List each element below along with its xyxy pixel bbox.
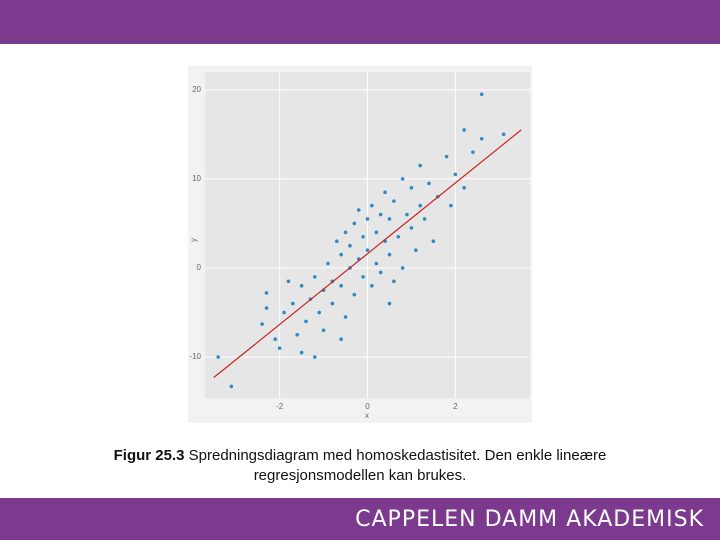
point bbox=[387, 217, 392, 221]
x-axis-label: x bbox=[365, 411, 369, 420]
point bbox=[449, 203, 453, 208]
point bbox=[348, 243, 352, 248]
point bbox=[339, 283, 343, 288]
y-axis-label: y bbox=[189, 238, 198, 242]
point bbox=[462, 128, 466, 132]
point bbox=[330, 301, 335, 306]
point bbox=[282, 310, 286, 315]
point bbox=[260, 322, 264, 326]
point bbox=[418, 203, 423, 208]
point bbox=[471, 150, 475, 154]
point bbox=[352, 292, 357, 297]
point bbox=[361, 234, 365, 239]
point bbox=[387, 301, 392, 306]
y-tick-label: -10 bbox=[189, 352, 201, 361]
point bbox=[273, 337, 278, 342]
caption-label: Figur 25.3 bbox=[113, 447, 185, 464]
x-tick-label: 0 bbox=[365, 402, 370, 411]
point bbox=[427, 181, 431, 186]
point bbox=[400, 177, 405, 181]
point bbox=[370, 283, 374, 288]
point bbox=[264, 291, 269, 295]
point bbox=[370, 203, 374, 208]
point bbox=[453, 172, 458, 177]
point bbox=[352, 221, 357, 226]
point bbox=[317, 310, 321, 315]
point bbox=[299, 283, 304, 288]
point bbox=[374, 261, 379, 266]
bottom-banner: CAPPELEN DAMM AKADEMISK bbox=[0, 498, 720, 540]
point bbox=[304, 319, 308, 324]
point bbox=[383, 190, 387, 195]
point bbox=[431, 239, 436, 244]
point bbox=[378, 270, 383, 275]
caption: Figur 25.3 Spredningsdiagram med homoske… bbox=[80, 446, 640, 486]
point bbox=[479, 92, 484, 97]
regression-line bbox=[213, 129, 522, 378]
x-tick-label: 2 bbox=[453, 402, 458, 411]
point bbox=[365, 217, 370, 221]
point bbox=[365, 248, 370, 252]
point bbox=[396, 234, 401, 239]
point bbox=[374, 230, 379, 235]
point bbox=[422, 217, 427, 221]
point bbox=[312, 355, 317, 359]
point bbox=[409, 226, 414, 230]
point bbox=[321, 328, 326, 333]
point bbox=[387, 252, 392, 257]
x-tick-label: -2 bbox=[276, 402, 284, 411]
point bbox=[299, 350, 304, 355]
point bbox=[405, 212, 409, 217]
point bbox=[343, 315, 348, 319]
point bbox=[343, 230, 348, 235]
caption-text: Spredningsdiagram med homoskedastisitet.… bbox=[188, 447, 607, 484]
y-tick-label: 0 bbox=[197, 263, 202, 272]
point bbox=[295, 332, 300, 337]
point bbox=[291, 301, 295, 306]
point bbox=[392, 199, 396, 203]
point bbox=[479, 137, 484, 141]
point bbox=[400, 266, 405, 270]
y-tick-label: 20 bbox=[192, 85, 201, 94]
brand: CAPPELEN DAMM AKADEMISK bbox=[355, 507, 704, 532]
top-banner bbox=[0, 0, 720, 44]
point bbox=[339, 337, 343, 342]
point bbox=[444, 154, 449, 159]
point bbox=[229, 384, 234, 389]
point bbox=[501, 132, 506, 137]
point bbox=[462, 185, 466, 190]
y-tick-label: 10 bbox=[192, 174, 201, 183]
point bbox=[409, 185, 414, 190]
point bbox=[264, 306, 269, 310]
point bbox=[277, 346, 282, 350]
point bbox=[418, 163, 423, 168]
point bbox=[312, 275, 317, 279]
point bbox=[356, 208, 361, 212]
point bbox=[414, 248, 418, 252]
point bbox=[334, 239, 339, 244]
point bbox=[216, 355, 220, 359]
point bbox=[286, 279, 291, 284]
point bbox=[392, 279, 396, 284]
point bbox=[339, 252, 343, 257]
point bbox=[361, 275, 365, 279]
point bbox=[378, 212, 383, 217]
point bbox=[326, 261, 330, 266]
